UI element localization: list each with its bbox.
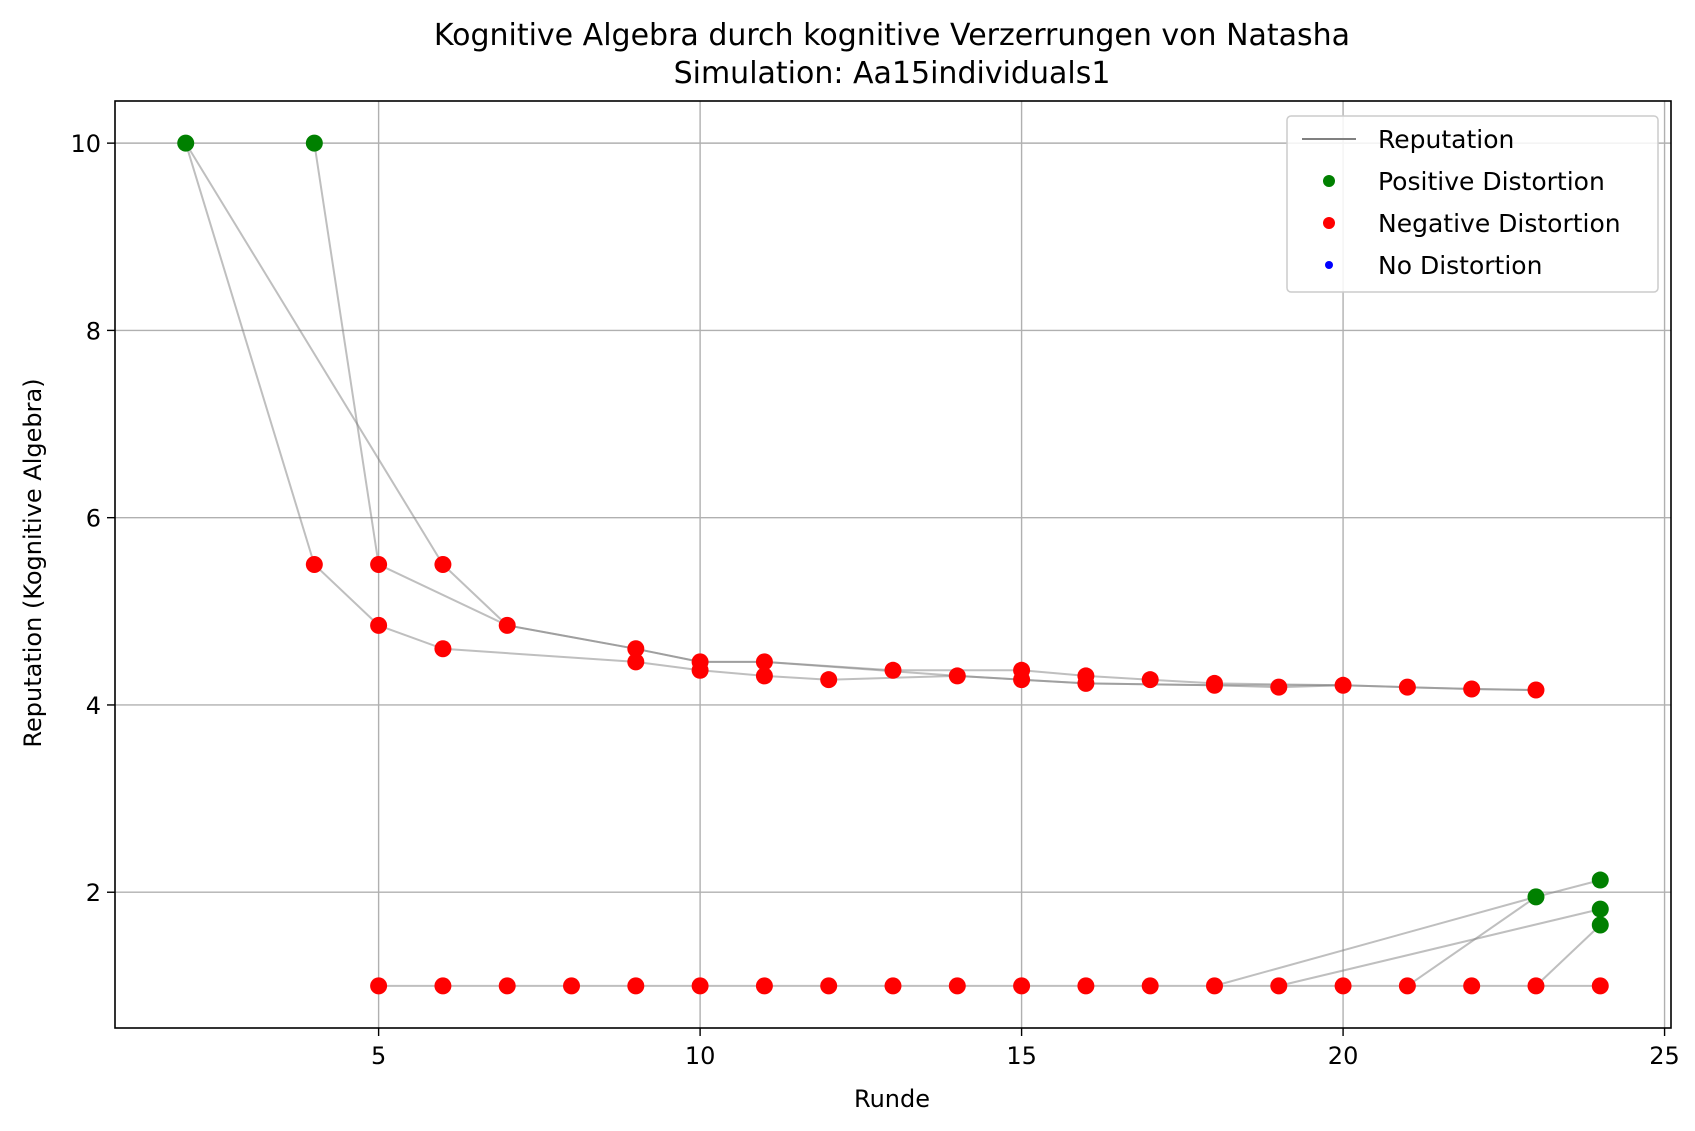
y-tick-label: 10 (70, 130, 101, 158)
negative-distortion-point (370, 616, 388, 634)
negative-distortion-point (1334, 676, 1352, 694)
chart-subtitle: Simulation: Aa15individuals1 (674, 56, 1111, 91)
negative-distortion-point (820, 671, 838, 689)
negative-distortion-point (1463, 680, 1481, 698)
legend-label-none: No Distortion (1378, 251, 1542, 280)
legend-box (1286, 115, 1659, 293)
negative-distortion-point (820, 977, 838, 995)
reputation-line (1535, 924, 1601, 987)
negative-distortion-point (1141, 977, 1159, 995)
negative-distortion-point (434, 556, 452, 573)
negative-distortion-point (1205, 676, 1223, 694)
y-tick-label: 4 (86, 692, 101, 720)
reputation-line (1406, 896, 1537, 987)
negative-distortion-point (370, 977, 388, 995)
negative-distortion-point (434, 977, 452, 995)
legend-none-marker-icon (1325, 261, 1333, 269)
negative-distortion-point (1077, 674, 1095, 692)
axis-ticks: 5 10 15 20 25 2 4 6 8 10 (70, 130, 1679, 1070)
negative-distortion-point (1527, 977, 1545, 995)
negative-distortion-point (1527, 681, 1545, 699)
negative-distortion-point (691, 977, 709, 995)
negative-distortion-point (1141, 671, 1159, 689)
negative-distortion-point (1398, 977, 1416, 995)
legend-label-reputation: Reputation (1378, 125, 1514, 154)
negative-distortion-point (370, 556, 388, 573)
negative-distortion-point (691, 661, 709, 679)
y-tick-label: 8 (86, 317, 101, 345)
legend-positive-marker-icon (1323, 175, 1335, 187)
negative-distortion-point (1205, 977, 1223, 995)
negative-distortion-point (563, 977, 581, 995)
positive-distortion-point (1527, 888, 1545, 906)
negative-distortion-point (1463, 977, 1481, 995)
legend-negative-marker-icon (1323, 217, 1335, 229)
x-tick-label: 5 (371, 1042, 386, 1070)
negative-distortion-point (498, 616, 516, 634)
negative-distortion-point (948, 667, 966, 685)
positive-distortion-point (177, 134, 195, 152)
negative-distortion-point (498, 977, 516, 995)
negative-distortion-point (884, 977, 902, 995)
negative-distortion-point (1334, 977, 1352, 995)
legend-label-negative: Negative Distortion (1378, 209, 1621, 238)
negative-distortion-point (1270, 977, 1288, 995)
y-tick-label: 2 (86, 879, 101, 907)
negative-distortion-point (1077, 977, 1095, 995)
data-points (177, 134, 1609, 995)
negative-distortion-point (1591, 977, 1609, 995)
negative-distortion-point (1013, 977, 1031, 995)
reputation-line (1278, 908, 1601, 987)
negative-distortion-point (755, 667, 773, 685)
y-axis-label: Reputation (Kognitive Algebra) (19, 378, 47, 747)
negative-distortion-point (755, 977, 773, 995)
negative-distortion-point (1013, 671, 1031, 689)
x-tick-label: 20 (1328, 1042, 1359, 1070)
negative-distortion-point (627, 977, 645, 995)
negative-distortion-point (1398, 678, 1416, 696)
chart-title: Kognitive Algebra durch kognitive Verzer… (434, 18, 1350, 53)
negative-distortion-point (627, 653, 645, 671)
negative-distortion-point (948, 977, 966, 995)
positive-distortion-point (1591, 916, 1609, 934)
negative-distortion-point (884, 661, 902, 679)
legend: Reputation Positive Distortion Negative … (1286, 115, 1659, 293)
x-tick-label: 10 (685, 1042, 716, 1070)
negative-distortion-point (305, 556, 323, 573)
negative-distortion-point (1270, 678, 1288, 696)
positive-distortion-point (1591, 871, 1609, 889)
plot-frame (114, 100, 1672, 1029)
x-tick-label: 25 (1649, 1042, 1680, 1070)
negative-distortion-point (627, 640, 645, 658)
x-axis-label: Runde (854, 1085, 930, 1113)
positive-distortion-point (1591, 900, 1609, 918)
negative-distortion-point (434, 640, 452, 658)
positive-distortion-point (305, 134, 323, 152)
negative-distortion-point (755, 653, 773, 671)
y-tick-label: 6 (86, 505, 101, 533)
legend-label-positive: Positive Distortion (1378, 167, 1605, 196)
x-tick-label: 15 (1006, 1042, 1037, 1070)
